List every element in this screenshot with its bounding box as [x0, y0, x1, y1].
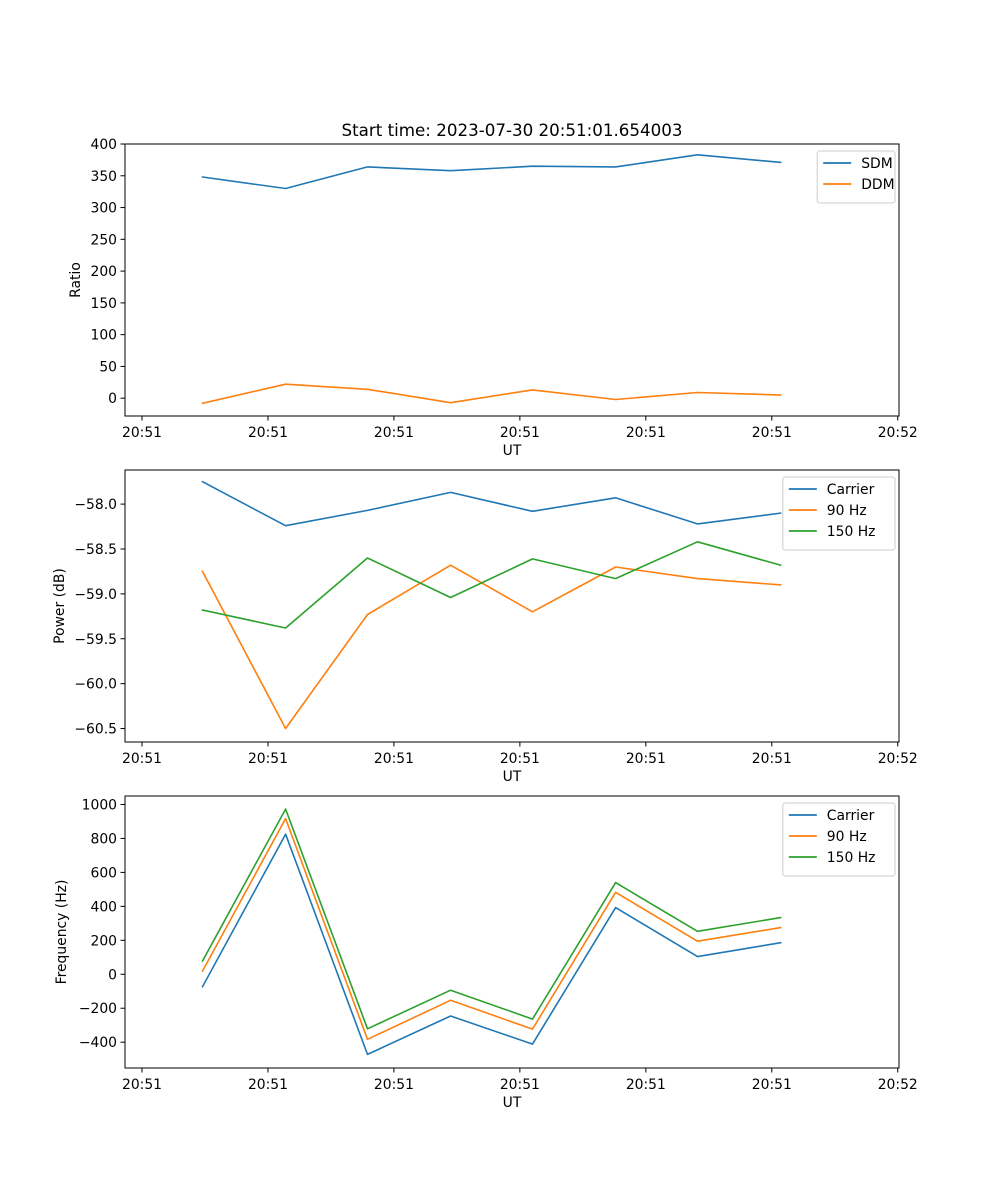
legend-label: 150 Hz — [827, 524, 876, 540]
y-axis-label: Ratio — [68, 262, 84, 298]
x-tick-label: 20:51 — [374, 1077, 414, 1093]
y-tick-label: −60.5 — [74, 722, 117, 738]
legend: Carrier 90 Hz 150 Hz — [782, 476, 896, 551]
axes-frame — [124, 795, 900, 1069]
legend-label: 90 Hz — [827, 829, 867, 845]
x-tick-label: 20:51 — [500, 751, 540, 767]
x-tick-label: 20:51 — [752, 751, 792, 767]
legend-label: Carrier — [827, 482, 875, 498]
x-tick-label: 20:51 — [626, 1077, 666, 1093]
y-tick-label: 600 — [90, 865, 117, 881]
x-tick-label: 20:52 — [878, 1077, 918, 1093]
series-line-150-hz — [201, 540, 782, 629]
y-tick-label: 400 — [90, 137, 117, 153]
series-line-carrier — [201, 480, 782, 527]
y-tick-label: 300 — [90, 201, 117, 217]
y-tick-label: 100 — [90, 328, 117, 344]
legend: SDM DDM — [816, 150, 896, 204]
y-tick-label: −400 — [79, 1035, 117, 1051]
x-tick-label: 20:51 — [500, 425, 540, 441]
x-tick-label: 20:51 — [248, 1077, 288, 1093]
legend: Carrier 90 Hz 150 Hz — [782, 802, 896, 877]
y-tick-label: 150 — [90, 296, 117, 312]
series-line-150-hz — [201, 808, 782, 1030]
x-tick-label: 20:51 — [752, 425, 792, 441]
x-tick-label: 20:51 — [122, 425, 162, 441]
axes-frame — [124, 469, 900, 743]
y-tick-label: −58.0 — [74, 497, 117, 513]
subplot-3: 20:51 20:51 20:51 20:51 20:51 20:51 20:52 1000 8… — [54, 795, 918, 1111]
y-tick-label: 50 — [99, 359, 117, 375]
axes-frame — [124, 143, 900, 417]
y-tick-label: 200 — [90, 933, 117, 949]
series-line-90-hz — [201, 817, 782, 1041]
subplot-1: 20:51 20:51 20:51 20:51 20:51 20:51 20:52 0 50 10… — [68, 137, 918, 459]
legend-label: DDM — [861, 177, 894, 193]
y-tick-label: 250 — [90, 232, 117, 248]
x-tick-label: 20:51 — [122, 751, 162, 767]
x-tick-label: 20:51 — [248, 425, 288, 441]
x-tick-label: 20:51 — [626, 751, 666, 767]
x-tick-label: 20:51 — [752, 1077, 792, 1093]
x-tick-label: 20:51 — [500, 1077, 540, 1093]
series-line-90-hz — [201, 564, 782, 730]
legend-label: 150 Hz — [827, 850, 876, 866]
x-axis-label: UT — [503, 1095, 522, 1111]
legend-box — [816, 150, 896, 204]
x-tick-label: 20:52 — [878, 425, 918, 441]
y-tick-label: 350 — [90, 169, 117, 185]
y-tick-label: −59.0 — [74, 587, 117, 603]
y-tick-label: −58.5 — [74, 542, 117, 558]
x-axis-label: UT — [503, 443, 522, 459]
y-tick-label: −60.0 — [74, 677, 117, 693]
y-tick-label: 200 — [90, 264, 117, 280]
y-axis-label: Frequency (Hz) — [54, 880, 70, 985]
legend-label: 90 Hz — [827, 503, 867, 519]
series-line-sdm — [201, 154, 782, 190]
legend-label: SDM — [861, 156, 893, 172]
x-tick-label: 20:52 — [878, 751, 918, 767]
x-tick-label: 20:51 — [374, 425, 414, 441]
y-tick-label: 1000 — [82, 797, 117, 813]
x-tick-label: 20:51 — [122, 1077, 162, 1093]
x-tick-label: 20:51 — [374, 751, 414, 767]
x-axis-label: UT — [503, 769, 522, 785]
legend-label: Carrier — [827, 808, 875, 824]
subplot-2: 20:51 20:51 20:51 20:51 20:51 20:51 20:52 −58.0… — [52, 469, 918, 785]
y-tick-label: −59.5 — [74, 632, 117, 648]
x-tick-label: 20:51 — [248, 751, 288, 767]
x-tick-label: 20:51 — [626, 425, 666, 441]
y-tick-label: 0 — [108, 391, 117, 407]
y-tick-label: 0 — [108, 967, 117, 983]
series-line-carrier — [201, 833, 782, 1056]
y-tick-label: 400 — [90, 899, 117, 915]
series-line-ddm — [201, 383, 782, 405]
y-tick-label: −200 — [79, 1001, 117, 1017]
y-axis-label: Power (dB) — [52, 568, 68, 644]
y-tick-label: 800 — [90, 831, 117, 847]
figure-title: Start time: 2023-07-30 20:51:01.654003 — [342, 120, 683, 140]
